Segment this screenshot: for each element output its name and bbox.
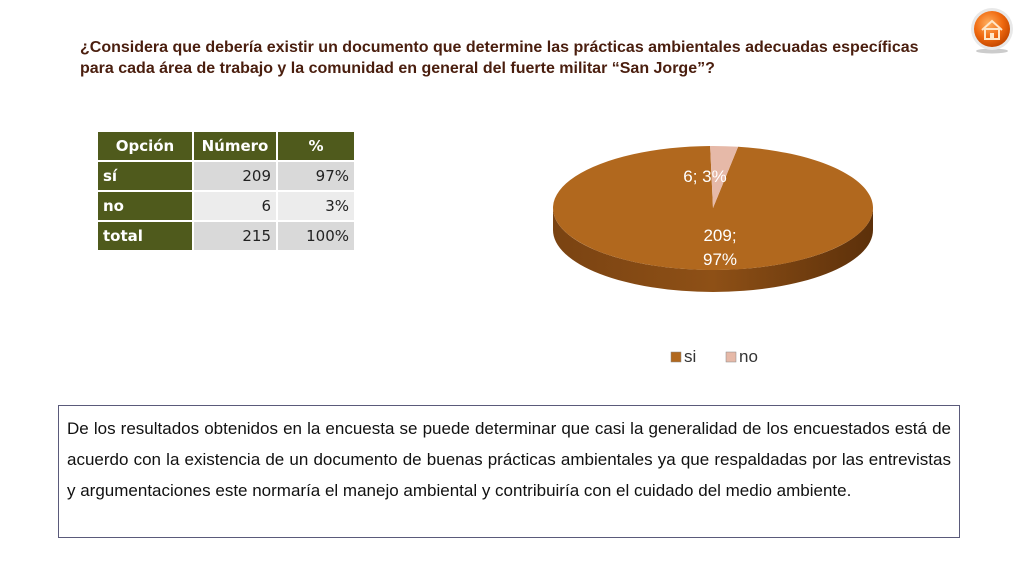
pie-slice-no xyxy=(710,146,739,208)
table-row: sí 209 97% xyxy=(98,162,354,190)
results-table: Opción Número % sí 209 97% no 6 3% total… xyxy=(96,130,356,252)
row-number: 6 xyxy=(194,192,276,220)
question-title: ¿Considera que debería existir un docume… xyxy=(80,39,919,77)
legend-label-no: no xyxy=(739,347,758,366)
pie-slice-si xyxy=(553,146,874,270)
row-percent: 3% xyxy=(278,192,354,220)
table-row: no 6 3% xyxy=(98,192,354,220)
row-percent: 97% xyxy=(278,162,354,190)
header-percent: % xyxy=(278,132,354,160)
table-row: total 215 100% xyxy=(98,222,354,250)
row-label: no xyxy=(98,192,192,220)
row-number: 209 xyxy=(194,162,276,190)
row-label: total xyxy=(98,222,192,250)
header-option: Opción xyxy=(98,132,192,160)
table-header-row: Opción Número % xyxy=(98,132,354,160)
data-label-no: 6; 3% xyxy=(683,167,726,186)
row-label: sí xyxy=(98,162,192,190)
home-icon xyxy=(971,8,1013,54)
pie-chart: 6; 3% 209; 97% si no xyxy=(553,146,874,366)
pie-side-wall xyxy=(553,208,873,292)
legend-swatch-no xyxy=(725,351,737,363)
summary-text: De los resultados obtenidos en la encues… xyxy=(58,405,960,538)
row-number: 215 xyxy=(194,222,276,250)
home-button[interactable] xyxy=(968,6,1016,54)
row-percent: 100% xyxy=(278,222,354,250)
header-number: Número xyxy=(194,132,276,160)
data-label-si: 209; 97% xyxy=(703,226,737,269)
legend-label-si: si xyxy=(684,347,696,366)
legend-swatch-si xyxy=(670,351,682,363)
